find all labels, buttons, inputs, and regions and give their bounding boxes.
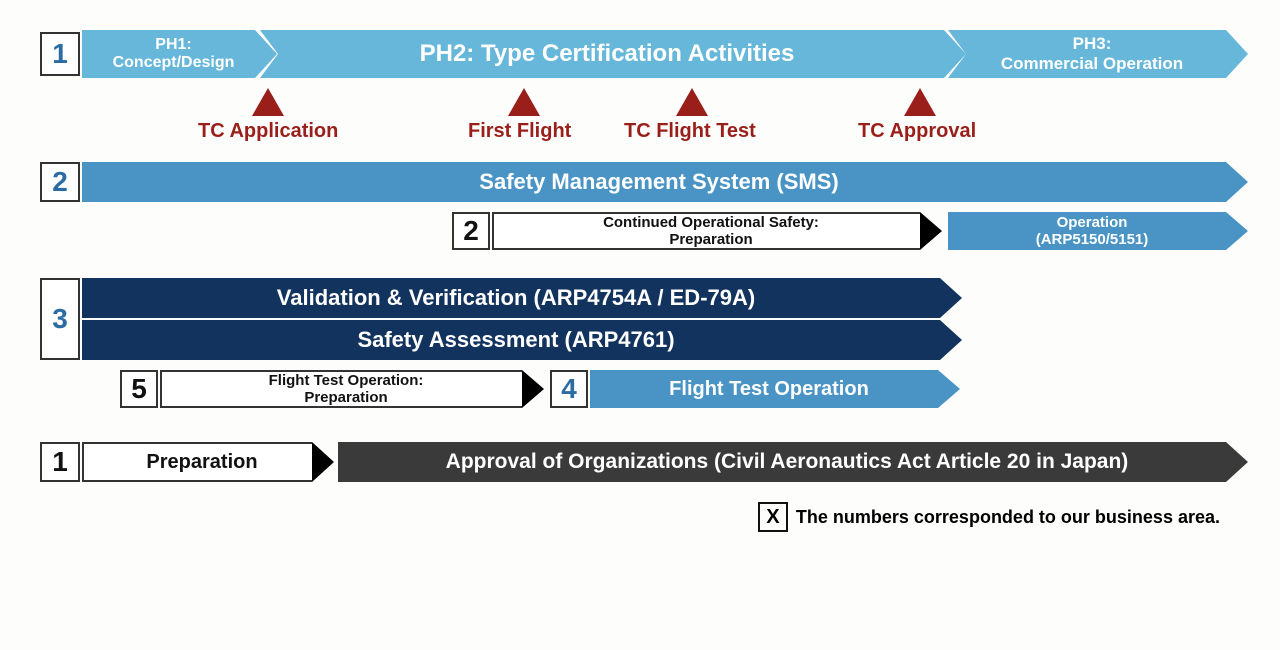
legend-text: The numbers corresponded to our business… xyxy=(796,507,1220,528)
marker-tc-approval-icon xyxy=(904,88,936,116)
ft-prep-arrow: Flight Test Operation:Preparation xyxy=(160,370,544,408)
legend-num-box: X xyxy=(758,502,788,532)
sms-arrow: Safety Management System (SMS) xyxy=(82,162,1248,202)
legend-row: X The numbers corresponded to our busine… xyxy=(20,502,1260,542)
marker-first-flight-icon xyxy=(508,88,540,116)
sms-label: Safety Management System (SMS) xyxy=(82,169,1248,194)
sms-row: 2 Safety Management System (SMS) xyxy=(20,162,1260,204)
ph3-arrow: PH3:Commercial Operation xyxy=(948,30,1248,78)
marker-first-flight: First Flight xyxy=(468,120,571,143)
marker-tc-application: TC Application xyxy=(198,120,338,143)
ph2-arrow: PH2: Type Certification Activities xyxy=(260,30,966,78)
phase-row: 1 PH1:Concept/Design PH2: Type Certifica… xyxy=(20,30,1260,80)
approval-number: 1 xyxy=(40,442,80,482)
vv-row: 3 Validation & Verification (ARP4754A / … xyxy=(20,278,1260,362)
cos-prep-arrow: Continued Operational Safety:Preparation xyxy=(492,212,942,250)
marker-tc-flight-test-icon xyxy=(676,88,708,116)
ft-prep-number: 5 xyxy=(120,370,158,408)
cos-prep-label: Continued Operational Safety:Preparation xyxy=(492,214,942,249)
vv-arrow: Validation & Verification (ARP4754A / ED… xyxy=(82,278,962,318)
sms-sub-row: 2 Continued Operational Safety:Preparati… xyxy=(20,210,1260,254)
approval-label: Approval of Organizations (Civil Aeronau… xyxy=(338,450,1248,474)
ft-op-arrow: Flight Test Operation xyxy=(590,370,960,408)
marker-row: TC Application First Flight TC Flight Te… xyxy=(20,86,1260,150)
prep-arrow: Preparation xyxy=(82,442,334,482)
row3-number: 3 xyxy=(40,278,80,360)
marker-tc-flight-test: TC Flight Test xyxy=(624,120,756,143)
flight-test-row: 5 Flight Test Operation:Preparation 4 Fl… xyxy=(20,368,1260,412)
operation-label: Operation(ARP5150/5151) xyxy=(948,214,1248,249)
cos-number: 2 xyxy=(452,212,490,250)
ft-prep-label: Flight Test Operation:Preparation xyxy=(160,372,544,407)
vv-label: Validation & Verification (ARP4754A / ED… xyxy=(82,285,962,310)
ph1-arrow: PH1:Concept/Design xyxy=(82,30,277,78)
legend: X The numbers corresponded to our busine… xyxy=(758,502,1220,532)
approval-arrow: Approval of Organizations (Civil Aeronau… xyxy=(338,442,1248,482)
ph3-label: PH3:Commercial Operation xyxy=(948,34,1248,73)
ph1-label: PH1:Concept/Design xyxy=(82,36,277,73)
num-label: 1 xyxy=(52,38,68,70)
prep-label: Preparation xyxy=(82,451,334,474)
marker-tc-application-icon xyxy=(252,88,284,116)
marker-tc-approval: TC Approval xyxy=(858,120,976,143)
approval-row: 1 Preparation Approval of Organizations … xyxy=(20,442,1260,486)
sa-arrow: Safety Assessment (ARP4761) xyxy=(82,320,962,360)
sa-label: Safety Assessment (ARP4761) xyxy=(82,327,962,352)
operation-arrow: Operation(ARP5150/5151) xyxy=(948,212,1248,250)
sms-number: 2 xyxy=(40,162,80,202)
ft-op-number: 4 xyxy=(550,370,588,408)
ph2-label: PH2: Type Certification Activities xyxy=(260,40,966,68)
phase-number-1: 1 xyxy=(40,32,80,76)
ft-op-label: Flight Test Operation xyxy=(590,378,960,401)
